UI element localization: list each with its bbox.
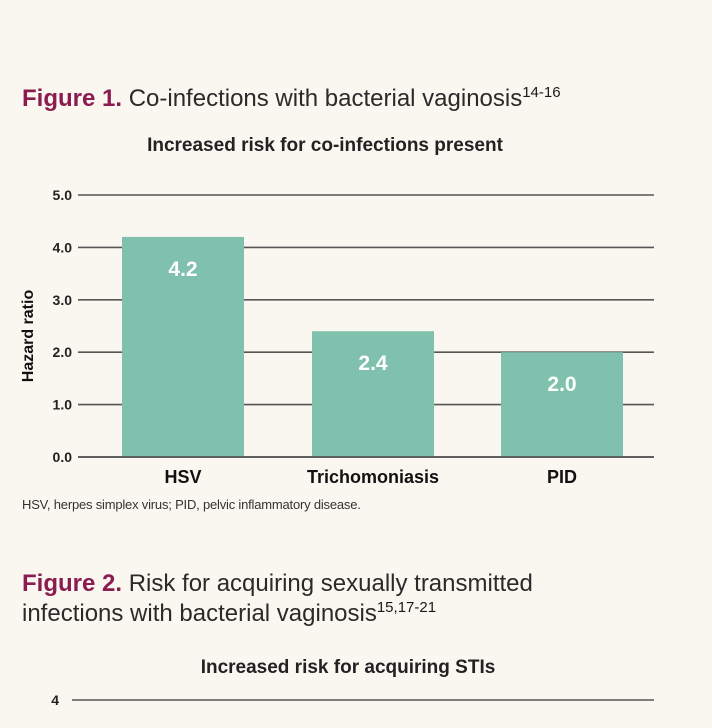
bar-value-label: 2.4 [358,352,388,375]
figure2-reference: 15,17-21 [376,599,437,616]
chart2-title: Increased risk for acquiring STIs [200,657,496,678]
x-tick-label: Trichomoniasis [307,467,439,487]
figure2-title: Figure 2. Risk for acquiring sexually tr… [22,569,702,629]
chart1-title: Increased risk for co-infections present [147,135,503,156]
bar-hsv [122,236,244,457]
figure2-title-line2: infections with bacterial vaginosis [22,600,377,627]
y-tick-label: 1.0 [53,397,73,413]
chart2: 4 [51,692,654,708]
figure2-label: Figure 2. [22,570,123,597]
figure1-title-text: Co-infections with bacterial vaginosis [128,85,523,112]
y-tick-label: 3.0 [53,292,73,308]
y-tick-label: 4.0 [53,239,73,255]
x-tick-label: HSV [164,467,201,487]
y-tick-label: 5.0 [53,187,73,203]
bar-pid [501,352,623,457]
y-tick-label: 4 [51,692,59,708]
bar-value-label: 2.0 [547,373,576,396]
figure1-reference: 14-16 [522,84,561,101]
bar-trichomoniasis [312,331,434,457]
x-tick-label: PID [547,467,577,487]
y-axis-label: Hazard ratio [20,290,37,383]
bar-value-label: 4.2 [168,258,197,281]
figure1-footnote: HSV, herpes simplex virus; PID, pelvic i… [22,497,361,512]
figure2-title-line1: Risk for acquiring sexually transmitted [128,570,533,597]
y-tick-label: 2.0 [53,344,73,360]
y-tick-label: 0.0 [53,449,73,465]
figure1-label: Figure 1. [22,85,123,112]
figure1-title: Figure 1. Co-infections with bacterial v… [22,84,561,114]
chart1: 0.0 1.0 2.0 3.0 4.0 5.0 Hazard ratio 4.2 HSV 2.4 T… [20,187,654,487]
